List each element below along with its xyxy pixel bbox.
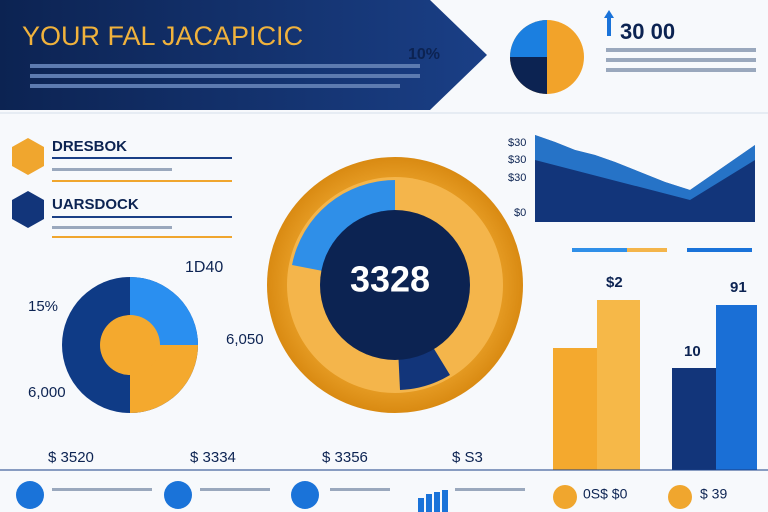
bar-label: 91 — [730, 279, 747, 296]
bar-label: 10 — [684, 343, 701, 360]
area-label: $30 — [508, 172, 526, 184]
donut-value: 3328 — [350, 259, 430, 300]
area-label: $0 — [514, 207, 526, 219]
area-chart — [535, 135, 755, 252]
top-right-text-lines — [606, 48, 756, 72]
header-text-lines — [30, 64, 420, 88]
footer-value: $ 3334 — [190, 449, 236, 466]
item-label: DRESBOK — [52, 138, 127, 155]
header-banner — [0, 0, 487, 110]
header-badge: 10% — [408, 46, 440, 63]
top-pie — [510, 20, 584, 94]
footer-extra: 0S$ $0 — [583, 486, 628, 502]
donut — [267, 157, 523, 413]
pie-label: 15% — [28, 298, 58, 315]
pie-label: 6,000 — [28, 384, 66, 401]
bar-label: $2 — [606, 274, 623, 291]
footer-extra: $ 39 — [700, 486, 727, 502]
pie-label: 1D40 — [185, 259, 223, 276]
left-pie — [62, 277, 198, 413]
top-right-value: 30 00 — [620, 19, 675, 44]
item-label: UARSDOCK — [52, 196, 139, 213]
footer-icons — [16, 481, 692, 512]
footer-value: $ 3356 — [322, 449, 368, 466]
area-label: $30 — [508, 154, 526, 166]
item-lines — [52, 157, 232, 238]
footer-value: $ S3 — [452, 449, 483, 466]
header-title: YOUR FAL JACAPICIC — [22, 21, 303, 51]
bar-chart — [553, 300, 757, 470]
area-label: $30 — [508, 137, 526, 149]
item-icon — [12, 138, 44, 175]
pie-label: 6,050 — [226, 331, 264, 348]
arrow-icon — [604, 10, 614, 36]
item-icon — [12, 191, 44, 228]
footer-value: $ 3520 — [48, 449, 94, 466]
